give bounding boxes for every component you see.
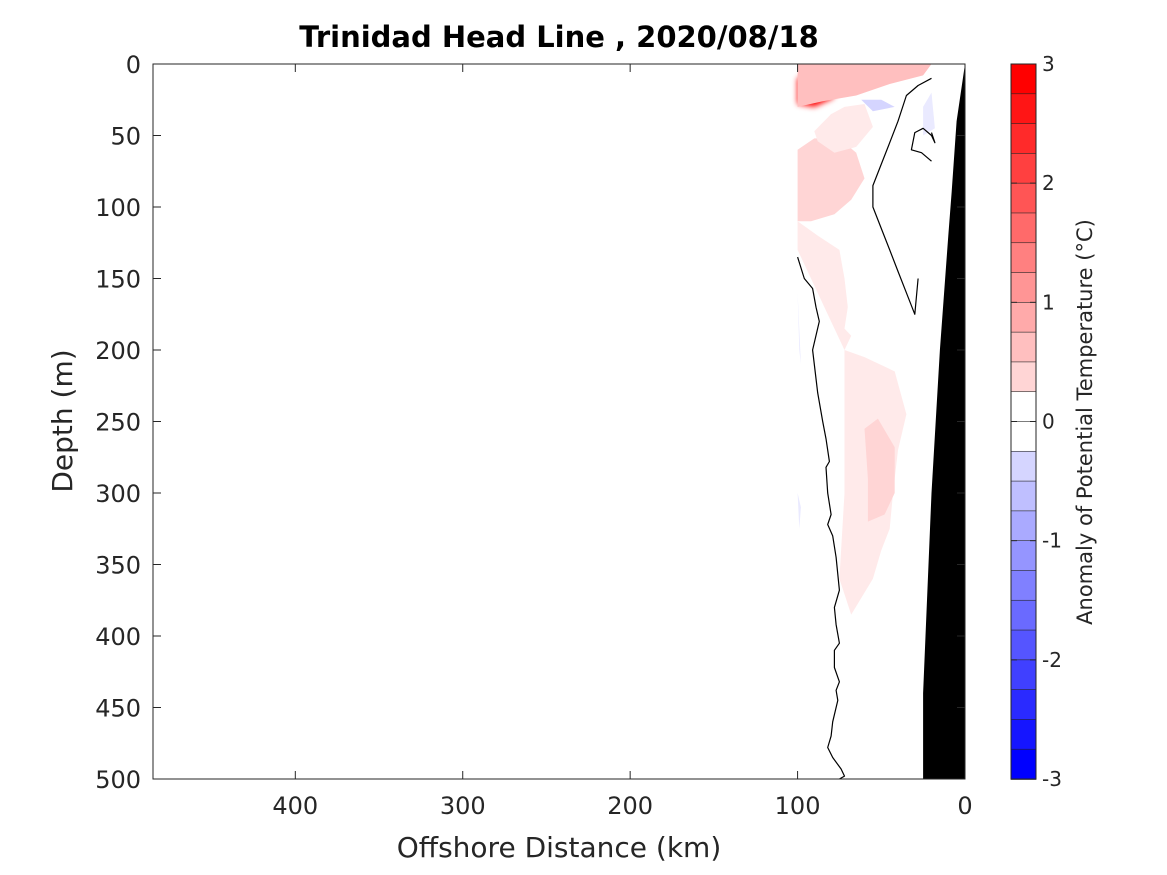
- colorbar-bin: [1010, 570, 1037, 602]
- warm-anomaly-patch: [864, 418, 895, 522]
- x-axis-ticks: 400 300 200 100 0: [272, 64, 973, 820]
- colorbar-bin: [1010, 391, 1037, 423]
- warm-anomaly-patch: [797, 221, 852, 350]
- colorbar-tick-label: 1: [1042, 290, 1055, 314]
- colorbar-bin: [1010, 719, 1037, 751]
- colorbar-bin: [1010, 629, 1037, 661]
- colorbar-tick-label: -2: [1042, 648, 1062, 672]
- colorbar-bin: [1010, 93, 1037, 125]
- seafloor-shape: [923, 64, 965, 779]
- colorbar-bin: [1010, 212, 1037, 244]
- x-tick-label: 200: [607, 792, 653, 820]
- colorbar: [1010, 63, 1037, 780]
- cool-anomaly-patch: [861, 99, 895, 112]
- y-tick-label: 300: [95, 480, 141, 508]
- colorbar-bin: [1010, 242, 1037, 274]
- colorbar-tick-label: -1: [1042, 529, 1062, 553]
- x-tick-label: 100: [775, 792, 821, 820]
- y-tick-label: 200: [95, 337, 141, 365]
- colorbar-bin: [1010, 480, 1037, 512]
- x-tick-label: 0: [957, 792, 972, 820]
- y-axis-ticks: 0 50 100 150 200 250 300 350 400 450 500: [95, 51, 965, 794]
- colorbar-bin: [1010, 599, 1037, 631]
- y-tick-label: 450: [95, 695, 141, 723]
- colorbar-tick-label: 0: [1042, 410, 1055, 434]
- chart-title: Trinidad Head Line , 2020/08/18: [299, 20, 819, 54]
- warm-anomaly-patch: [797, 64, 932, 107]
- cool-anomaly-patch: [797, 292, 801, 365]
- colorbar-bin: [1010, 748, 1037, 780]
- colorbar-bin: [1010, 331, 1037, 363]
- y-tick-label: 250: [95, 409, 141, 437]
- zero-contours: [797, 77, 936, 779]
- y-tick-label: 500: [95, 766, 141, 794]
- x-tick-label: 400: [272, 792, 318, 820]
- cool-anomaly-patch: [797, 493, 801, 529]
- colorbar-bin: [1010, 302, 1037, 333]
- y-tick-label: 50: [110, 123, 141, 151]
- colorbar-bin: [1010, 153, 1037, 184]
- colorbar-bin: [1010, 421, 1037, 453]
- x-tick-label: 300: [440, 792, 486, 820]
- y-tick-label: 100: [95, 194, 141, 222]
- zero-contour-line: [797, 256, 846, 779]
- colorbar-bin: [1010, 361, 1037, 393]
- y-tick-label: 0: [126, 51, 141, 79]
- colorbar-tick-label: 2: [1042, 171, 1055, 195]
- colorbar-bin: [1010, 540, 1037, 572]
- zero-contour-line: [872, 77, 932, 315]
- colorbar-tick-label: 3: [1042, 52, 1055, 76]
- colorbar-bin: [1010, 510, 1037, 542]
- y-tick-label: 400: [95, 623, 141, 651]
- colorbar-bin: [1010, 182, 1037, 214]
- y-tick-label: 350: [95, 552, 141, 580]
- zero-contour-line: [910, 127, 936, 162]
- colorbar-title: Anomaly of Potential Temperature (°C): [1073, 219, 1097, 625]
- colorbar-bin: [1010, 123, 1037, 155]
- colorbar-bin: [1010, 450, 1037, 482]
- x-axis-title: Offshore Distance (km): [397, 831, 722, 864]
- anomaly-patches: [797, 64, 935, 615]
- warm-anomaly-patch: [797, 138, 865, 222]
- cool-anomaly-patch: [923, 92, 935, 136]
- colorbar-bin: [1010, 63, 1037, 95]
- y-axis-title: Depth (m): [46, 349, 79, 492]
- bathymetry: [923, 64, 965, 779]
- warm-anomaly-patch: [814, 104, 873, 153]
- colorbar-bin: [1010, 689, 1037, 721]
- colorbar-bin: [1010, 659, 1037, 691]
- colorbar-ticks: 3 2 1 0 -1 -2 -3: [1011, 52, 1062, 791]
- y-tick-label: 150: [95, 266, 141, 294]
- colorbar-tick-label: -3: [1042, 767, 1062, 791]
- colorbar-bin: [1010, 272, 1037, 304]
